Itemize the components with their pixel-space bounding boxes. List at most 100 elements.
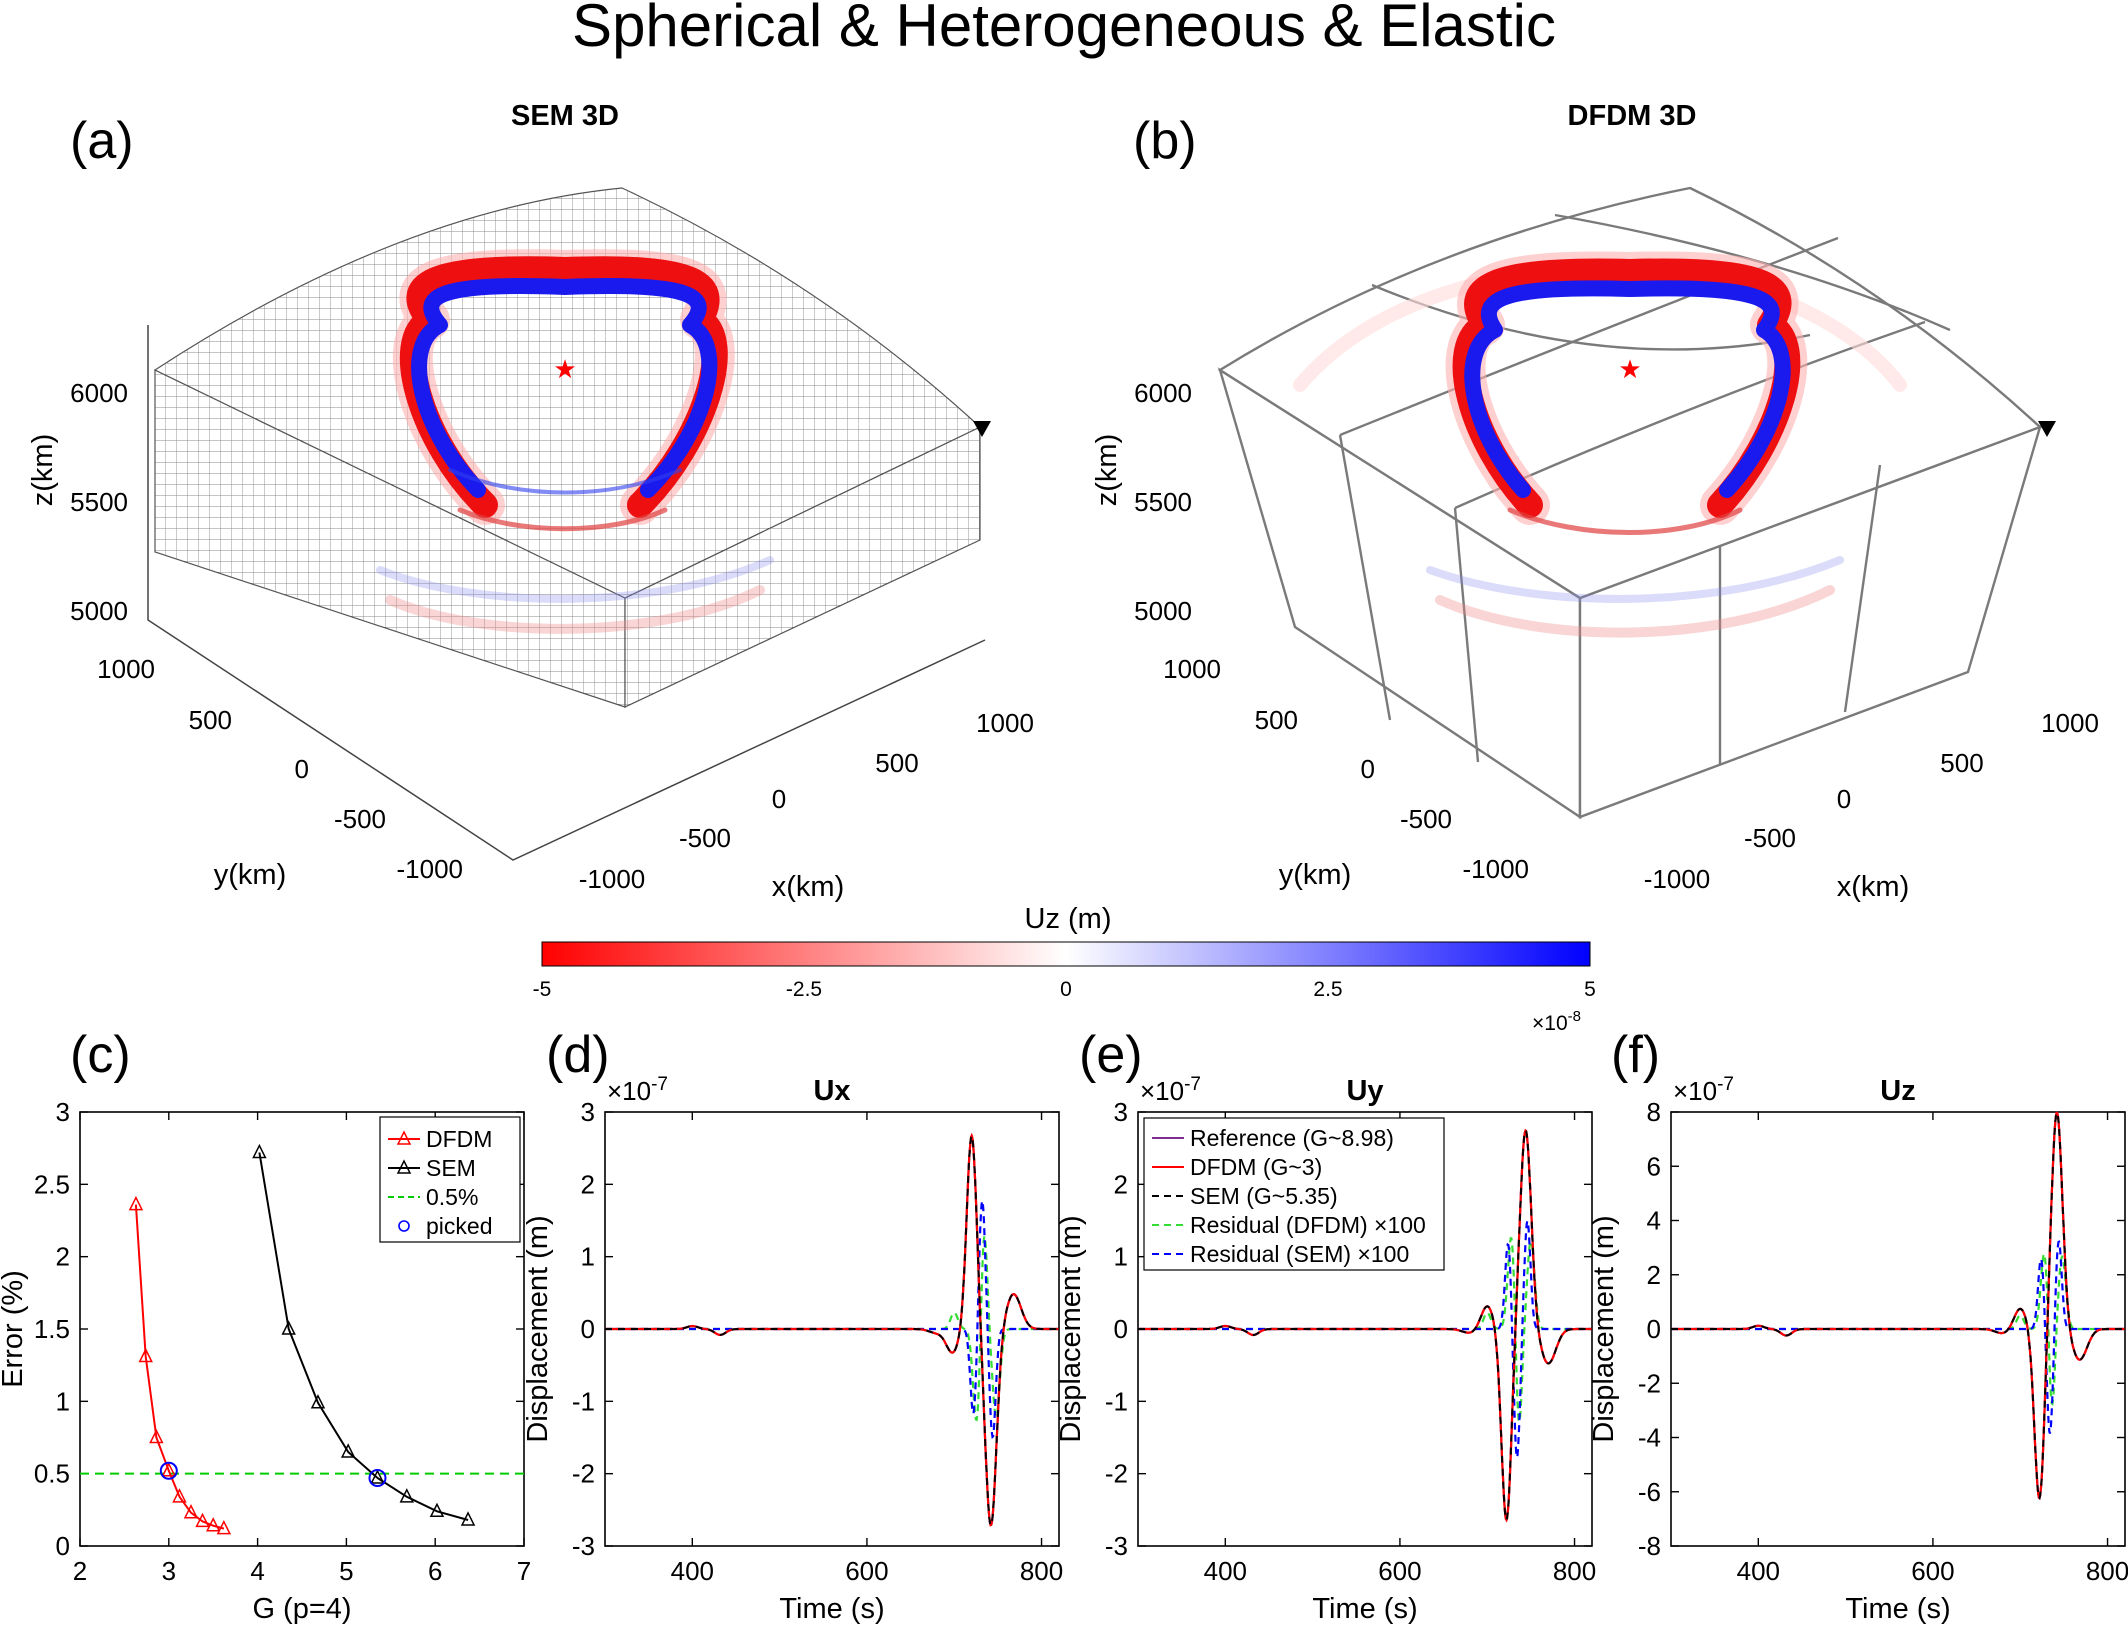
zlabel-a: z(km) <box>27 434 59 506</box>
ytick-label-d: 0 <box>581 1314 595 1344</box>
figure-title: Spherical & Heterogeneous & Elastic <box>572 0 1556 59</box>
ytick-label-c: 3 <box>56 1097 70 1127</box>
ytick-a-0: 0 <box>295 754 309 784</box>
axes3d-a: z(km) 6000 5500 5000 1000 500 0 -500 -10… <box>27 378 1034 903</box>
ytick-label-c: 2 <box>56 1242 70 1272</box>
ytick-label-f: 6 <box>1647 1151 1661 1181</box>
xlabel-e: Time (s) <box>1312 1593 1417 1625</box>
xtick-a-0: 0 <box>772 784 786 814</box>
receiver-triangle-a <box>973 421 991 437</box>
exponent-power-e: -7 <box>1184 1074 1201 1095</box>
ytick-label-d: -1 <box>572 1386 595 1416</box>
legend-label-c: DFDM <box>426 1126 492 1152</box>
legend-label-c: picked <box>426 1213 492 1239</box>
colorbar-label: Uz (m) <box>1025 903 1112 935</box>
xtick-label-c: 6 <box>428 1556 442 1586</box>
xtick-label-f: 400 <box>1737 1556 1780 1586</box>
xtick-b--500: -500 <box>1744 823 1796 853</box>
legend-label-c: 0.5% <box>426 1184 478 1210</box>
chart-f: 400 600 800 -8 -6 -4 -2 0 2 4 6 8 Time (s) Displaceme… <box>1588 1074 2128 1625</box>
colorbar: Uz (m) -5 -2.5 0 2.5 5 ×10-8 <box>533 903 1596 1035</box>
series-marker-sem <box>429 1502 445 1518</box>
ytick-label-e: -1 <box>1105 1386 1128 1416</box>
xtick-b-1000: 1000 <box>2041 708 2099 738</box>
ytick-label-d: 2 <box>581 1169 595 1199</box>
ytick-b--500: -500 <box>1400 804 1452 834</box>
series-marker-sem <box>281 1320 296 1335</box>
series-marker-sem <box>460 1511 476 1526</box>
series-marker-dfdm <box>128 1195 144 1211</box>
xlabel-c: G (p=4) <box>252 1593 351 1625</box>
ytick-b-500: 500 <box>1255 705 1298 735</box>
colorbar-exponent: ×10-8 <box>1532 1008 1581 1035</box>
panel-b: (b) DFDM 3D ★ z( <box>1091 100 2099 903</box>
chart-e: 400 600 800 -3 -2 -1 0 1 2 3 Time (s) Displacement … <box>1055 1074 1596 1625</box>
ytick-b--1000: -1000 <box>1463 854 1530 884</box>
ytick-label-e: -2 <box>1105 1459 1128 1489</box>
residual-sem-d <box>605 1197 1059 1440</box>
ytick-label-d: 3 <box>581 1097 595 1127</box>
panel-a-title: SEM 3D <box>511 100 619 132</box>
ylabel-a: y(km) <box>214 859 286 891</box>
ytick-label-c: 1.5 <box>34 1314 70 1344</box>
ytick-a--1000: -1000 <box>397 854 464 884</box>
series-marker-sem <box>310 1394 326 1409</box>
series-marker-dfdm <box>161 1462 177 1477</box>
chart-title-d: Ux <box>813 1075 850 1107</box>
panel-b-title: DFDM 3D <box>1568 100 1697 132</box>
panel-label-d: (d) <box>546 1026 610 1084</box>
legend-label-e: Reference (G~8.98) <box>1190 1125 1394 1151</box>
zlabel-b: z(km) <box>1091 434 1123 506</box>
ytick-label-f: -8 <box>1638 1531 1661 1561</box>
ztick-a-6000: 6000 <box>70 378 128 408</box>
legend-marker-c <box>398 1220 410 1232</box>
xtick-label-e: 600 <box>1378 1556 1421 1586</box>
picked-marker <box>159 1461 178 1480</box>
sem-mesh-top-face <box>153 187 982 599</box>
xtick-a--1000: -1000 <box>579 864 646 894</box>
series-marker-dfdm <box>149 1428 164 1444</box>
exponent-base-d: ×10 <box>607 1076 651 1106</box>
axes3d-b: z(km) 6000 5500 5000 1000 500 0 -500 -10… <box>1091 378 2099 903</box>
ytick-label-f: 2 <box>1647 1260 1661 1290</box>
series-marker-dfdm <box>216 1519 232 1535</box>
legend-label-e: Residual (SEM) ×100 <box>1190 1241 1409 1267</box>
legend-marker-c <box>396 1159 412 1174</box>
ytick-label-d: 1 <box>581 1242 595 1272</box>
xlabel-f: Time (s) <box>1845 1593 1950 1625</box>
series-marker-sem <box>340 1443 356 1458</box>
panel-label-f: (f) <box>1611 1026 1660 1084</box>
exponent-base-f: ×10 <box>1673 1076 1717 1106</box>
ytick-label-f: -6 <box>1638 1477 1661 1507</box>
ztick-b-5500: 5500 <box>1134 487 1192 517</box>
dfdm-e <box>1138 1128 1592 1523</box>
series-marker-dfdm <box>138 1347 153 1363</box>
xtick-label-f: 800 <box>2086 1556 2128 1586</box>
ytick-label-f: -4 <box>1638 1423 1661 1453</box>
xtick-label-e: 800 <box>1553 1556 1596 1586</box>
ytick-label-f: 4 <box>1647 1206 1661 1236</box>
dfdm-top-face <box>1217 186 2043 600</box>
axis-box-lines-a <box>147 325 986 861</box>
panel-label-c: (c) <box>70 1026 131 1084</box>
ytick-label-c: 1 <box>56 1386 70 1416</box>
sem-f <box>1671 1111 2125 1500</box>
series-marker-dfdm <box>183 1504 199 1519</box>
xlabel-b: x(km) <box>1837 871 1909 903</box>
wavefront-b <box>1293 251 1907 638</box>
ztick-a-5500: 5500 <box>70 487 128 517</box>
series-marker-dfdm <box>195 1512 210 1528</box>
xtick-b-0: 0 <box>1837 784 1851 814</box>
ytick-b-1000: 1000 <box>1163 654 1221 684</box>
ztick-b-6000: 6000 <box>1134 378 1192 408</box>
xtick-label-c: 4 <box>250 1556 264 1586</box>
ytick-label-e: 3 <box>1114 1097 1128 1127</box>
xtick-label-d: 400 <box>671 1556 714 1586</box>
ytick-label-c: 0 <box>56 1531 70 1561</box>
xtick-a-1000: 1000 <box>976 708 1034 738</box>
series-marker-sem <box>370 1469 385 1484</box>
colorbar-tick-3: 2.5 <box>1313 978 1342 1001</box>
exponent-f: ×10-7 <box>1673 1074 1734 1106</box>
source-star-a: ★ <box>553 354 576 384</box>
exponent-e: ×10-7 <box>1140 1074 1201 1106</box>
